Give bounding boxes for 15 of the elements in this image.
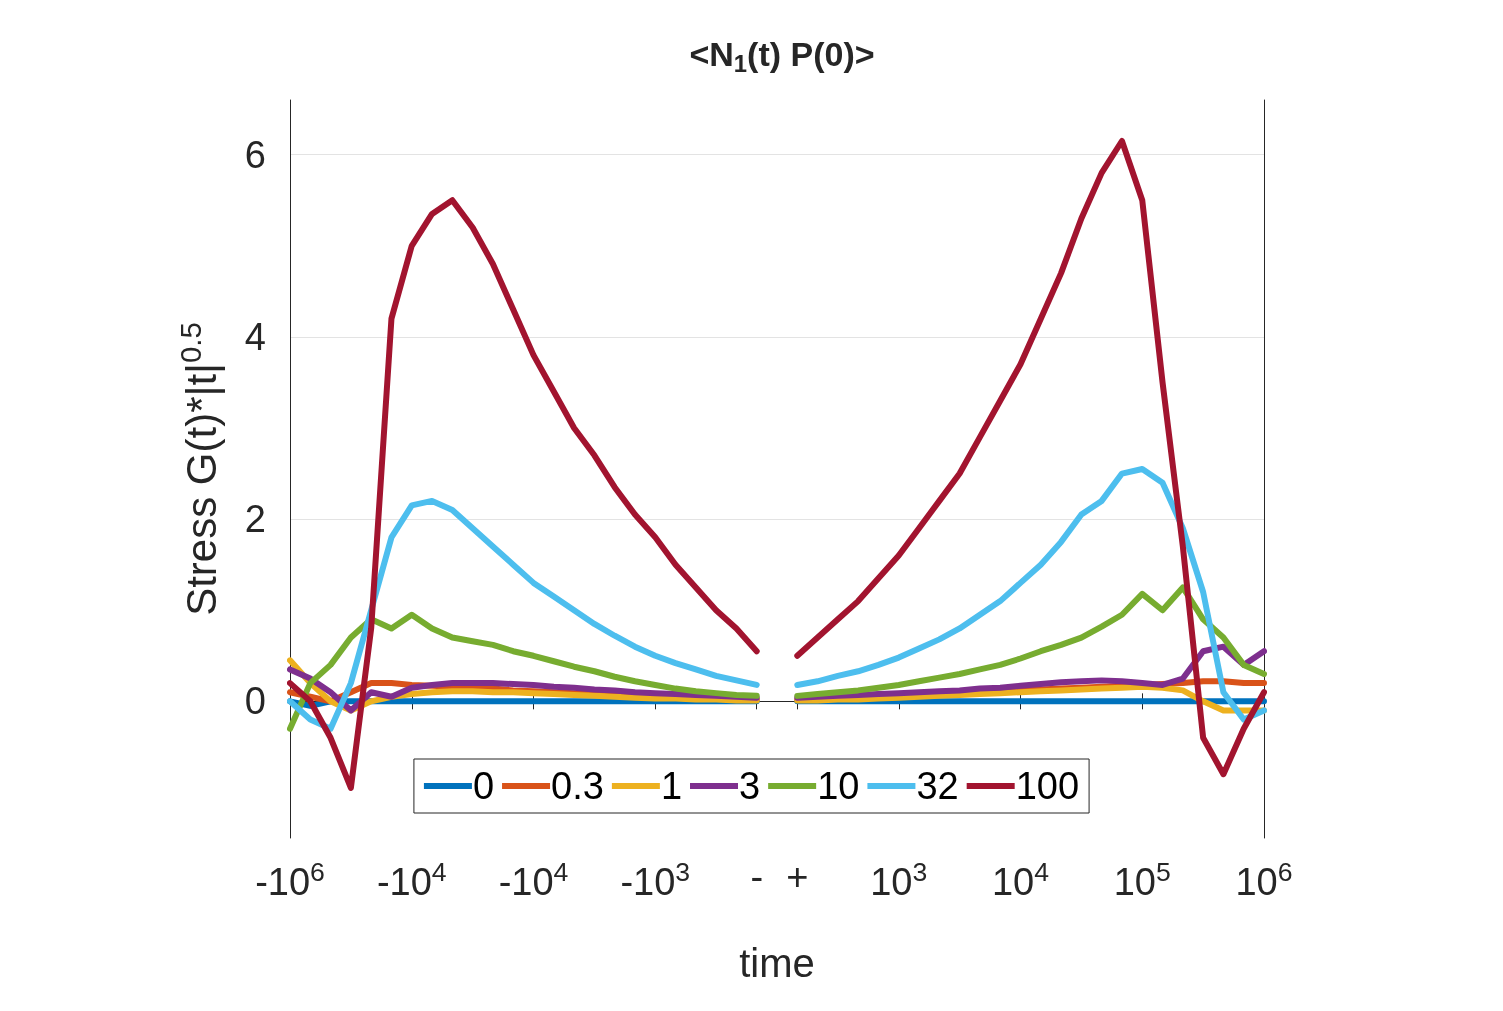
legend-label: 100	[1015, 765, 1080, 807]
y-tick-label: 2	[244, 498, 266, 541]
legend-label: 3	[739, 765, 761, 807]
legend-label: 0	[472, 765, 495, 807]
y-axis-title: Stress G(t)*|t|0.5	[173, 322, 226, 616]
legend-label: 10	[817, 765, 860, 807]
y-tick-label: 0	[244, 680, 266, 723]
x-tick-label: +	[786, 856, 809, 898]
y-tick-label: 6	[244, 133, 266, 176]
y-tick-label: 4	[244, 315, 266, 358]
legend-label: 32	[916, 765, 959, 807]
legend-label: 1	[660, 765, 683, 807]
x-axis-title: time	[739, 941, 815, 985]
legend-label: 0.3	[551, 765, 604, 807]
x-tick-label: -	[750, 856, 764, 898]
